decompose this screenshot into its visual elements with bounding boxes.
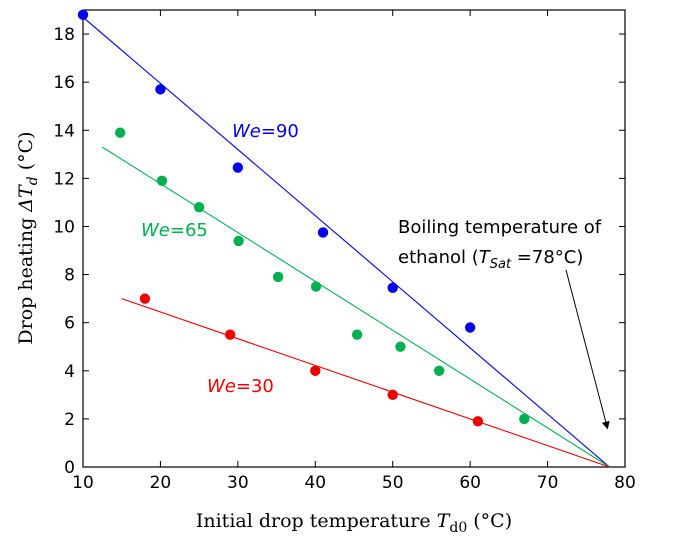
y-axis-title: Drop heating ΔTd (°C) bbox=[15, 131, 41, 344]
y-tick-labels: 0 2 4 6 8 10 12 14 16 18 bbox=[53, 25, 75, 478]
point-we30 bbox=[224, 329, 236, 340]
plot-frame bbox=[82, 9, 626, 468]
fit-lines bbox=[83, 16, 610, 467]
y-tick-label: 4 bbox=[64, 362, 75, 382]
y-tick-label: 18 bbox=[53, 25, 75, 45]
point-we65 bbox=[433, 365, 445, 376]
label-we30: We=30 bbox=[207, 376, 274, 397]
data-points bbox=[77, 9, 530, 427]
point-we65 bbox=[310, 281, 322, 292]
point-we90 bbox=[464, 322, 476, 333]
y-tick-label: 10 bbox=[53, 217, 75, 237]
x-tick-label: 60 bbox=[459, 473, 481, 493]
x-tick-label: 80 bbox=[614, 473, 636, 493]
y-tick-label: 0 bbox=[64, 458, 75, 478]
point-we30 bbox=[472, 416, 484, 427]
y-tick-label: 12 bbox=[53, 169, 75, 189]
y-tick-label: 14 bbox=[53, 121, 75, 141]
boiling-arrow bbox=[565, 269, 610, 430]
point-we65 bbox=[519, 413, 530, 425]
y-tick-label: 8 bbox=[64, 266, 75, 286]
point-we30 bbox=[139, 293, 151, 304]
y-tick-label: 2 bbox=[64, 410, 75, 430]
x-tick-label: 70 bbox=[537, 473, 559, 493]
point-we65 bbox=[156, 175, 168, 186]
point-we65 bbox=[193, 202, 205, 213]
fit-line-we65 bbox=[102, 146, 610, 467]
fit-line-we30 bbox=[121, 298, 610, 467]
point-we90 bbox=[155, 84, 166, 95]
x-tick-label: 10 bbox=[72, 473, 94, 493]
point-we65 bbox=[272, 271, 284, 283]
point-we90 bbox=[387, 282, 398, 294]
point-we90 bbox=[77, 9, 89, 21]
boiling-label-line1: Boiling temperature of bbox=[398, 217, 602, 238]
point-we65 bbox=[395, 341, 406, 352]
x-tick-label: 40 bbox=[304, 473, 326, 493]
axis-ticks bbox=[82, 10, 626, 468]
x-tick-label: 20 bbox=[150, 473, 172, 493]
x-axis-title: Initial drop temperature Td0 (°C) bbox=[196, 510, 512, 536]
y-tick-label: 6 bbox=[64, 314, 75, 334]
point-we90 bbox=[232, 162, 244, 173]
point-we65 bbox=[351, 329, 363, 340]
point-we30 bbox=[387, 389, 398, 401]
x-tick-label: 30 bbox=[227, 473, 249, 493]
x-tick-labels: 10 20 30 40 50 60 70 80 bbox=[72, 473, 636, 493]
point-we90 bbox=[317, 227, 329, 238]
x-tick-label: 50 bbox=[382, 473, 404, 493]
point-we65 bbox=[233, 235, 244, 247]
boiling-label-line2: ethanol (TSat =78°C) bbox=[398, 247, 583, 272]
point-we30 bbox=[310, 365, 321, 376]
label-we65: We=65 bbox=[141, 220, 208, 241]
y-tick-label: 16 bbox=[53, 73, 75, 93]
label-we90: We=90 bbox=[232, 121, 299, 142]
point-we65 bbox=[114, 127, 126, 138]
fit-line-we90 bbox=[83, 16, 610, 467]
